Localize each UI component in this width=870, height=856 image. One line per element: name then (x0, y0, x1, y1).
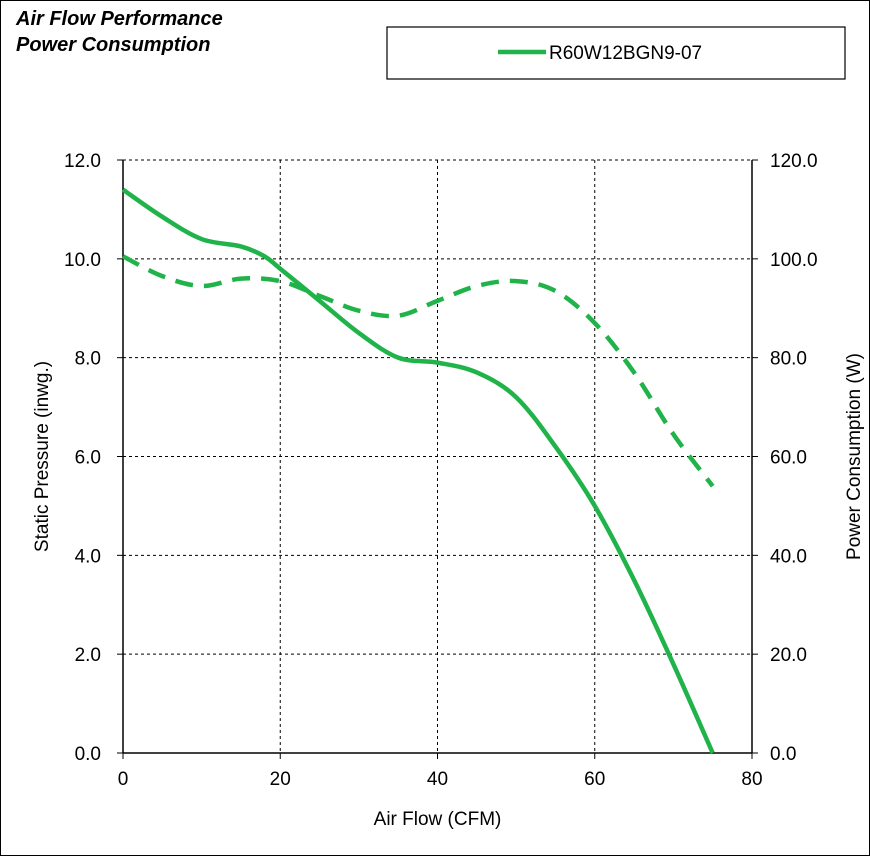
static-pressure-line (121, 187, 715, 754)
x-tick-label: 80 (741, 769, 762, 790)
y-tick-label-left: 12.0 (64, 151, 101, 172)
legend-box (386, 26, 846, 80)
y-tick-label-left: 0.0 (75, 744, 101, 765)
y-tick-label-right: 60.0 (770, 448, 807, 469)
y-tick-label-right: 0.0 (770, 744, 796, 765)
power-consumption-line (121, 254, 715, 488)
x-tick-label: 20 (270, 769, 291, 790)
y-tick-label-right: 120.0 (770, 151, 818, 172)
y-tick-label-left: 4.0 (75, 546, 101, 567)
y-tick-label-right: 80.0 (770, 349, 807, 370)
y-tick-label-left: 2.0 (75, 645, 101, 666)
y-tick-label-right: 40.0 (770, 546, 807, 567)
y-tick-label-left: 8.0 (75, 349, 101, 370)
y-tick-label-right: 20.0 (770, 645, 807, 666)
y-tick-label-right: 100.0 (770, 250, 818, 271)
y-tick-label-left: 10.0 (64, 250, 101, 271)
chart-title: Air Flow Performance (16, 8, 223, 30)
x-tick-label: 60 (584, 769, 605, 790)
chart-subtitle: Power Consumption (16, 34, 211, 56)
y-axis-title-right: Power Consumption (W) (844, 353, 865, 560)
x-tick-label: 0 (118, 769, 129, 790)
x-tick-label: 40 (427, 769, 448, 790)
y-axis-title-left: Static Pressure (inwg.) (32, 361, 53, 552)
legend-label: R60W12BGN9-07 (549, 43, 702, 64)
y-tick-label-left: 6.0 (75, 448, 101, 469)
x-axis-title: Air Flow (CFM) (374, 809, 502, 830)
